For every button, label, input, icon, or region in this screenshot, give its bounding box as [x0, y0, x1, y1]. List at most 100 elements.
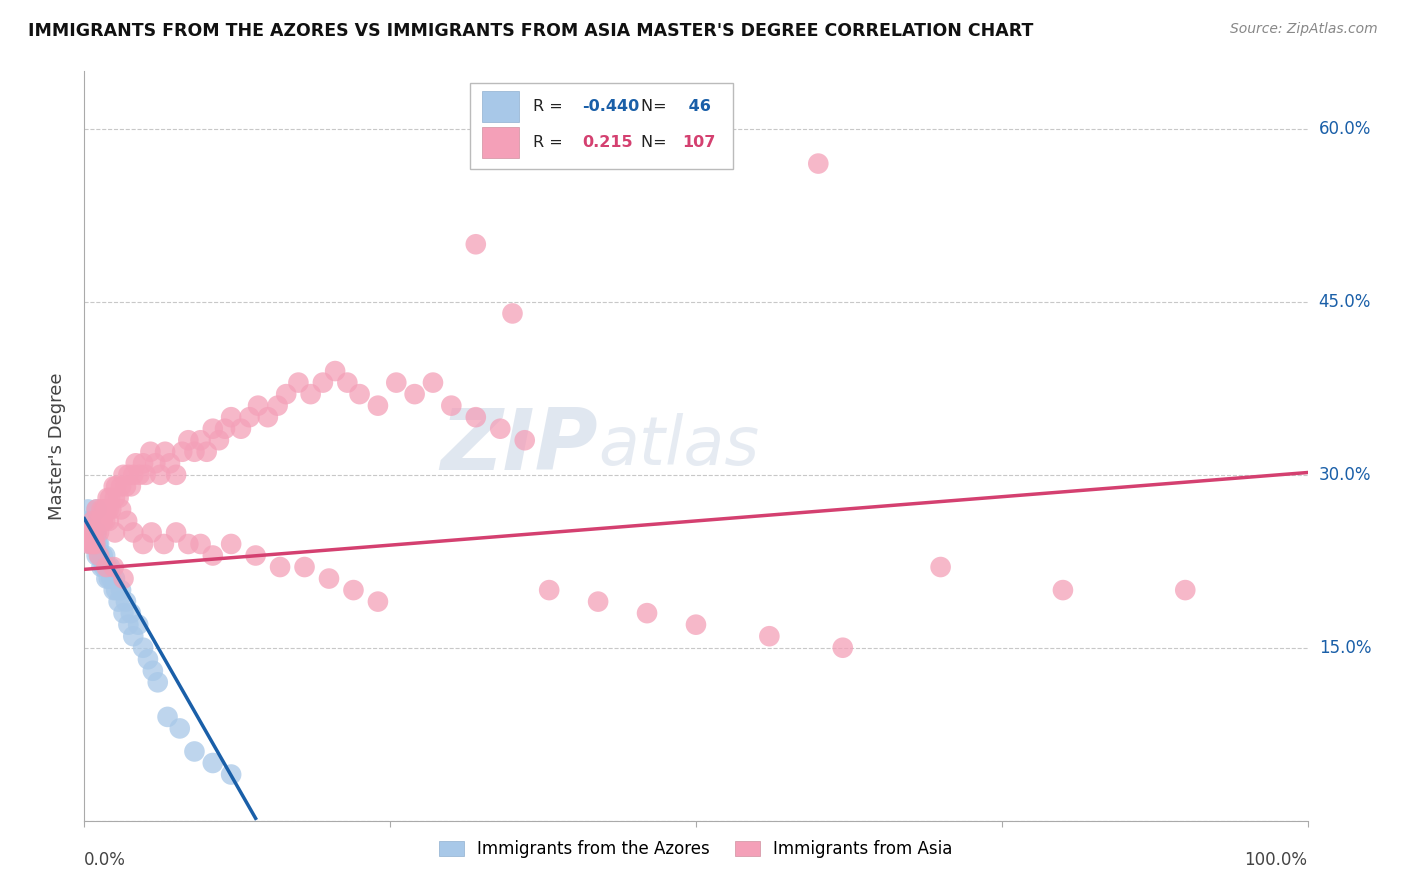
Text: N=: N=: [641, 99, 672, 114]
Point: [128, 467, 150, 482]
Point: [201, 549, 224, 563]
Point: [172, 444, 194, 458]
Text: -0.440: -0.440: [582, 99, 640, 114]
Point: [96, 572, 118, 586]
Point: [132, 640, 155, 655]
Point: [96, 560, 118, 574]
Point: [91, 514, 114, 528]
Point: [97, 491, 120, 505]
Point: [97, 560, 120, 574]
Point: [83, 537, 105, 551]
Point: [100, 572, 122, 586]
Point: [269, 560, 291, 574]
Point: [758, 629, 780, 643]
Point: [90, 502, 112, 516]
Point: [79, 514, 101, 528]
Point: [266, 399, 288, 413]
Point: [165, 467, 187, 482]
Point: [104, 491, 127, 505]
Point: [177, 537, 200, 551]
Point: [100, 502, 122, 516]
Point: [115, 594, 138, 608]
Text: 100.0%: 100.0%: [1244, 851, 1308, 869]
Point: [110, 479, 132, 493]
Point: [831, 640, 853, 655]
Point: [502, 306, 524, 320]
Point: [117, 617, 139, 632]
Text: N=: N=: [641, 135, 672, 150]
Point: [153, 444, 176, 458]
Point: [245, 549, 267, 563]
Point: [229, 422, 252, 436]
Point: [132, 456, 155, 470]
Text: R =: R =: [533, 99, 568, 114]
Point: [97, 572, 120, 586]
Point: [87, 514, 110, 528]
Point: [385, 376, 408, 390]
Text: atlas: atlas: [598, 413, 759, 479]
Text: 107: 107: [682, 135, 716, 150]
Point: [125, 456, 148, 470]
Point: [219, 410, 242, 425]
Point: [323, 364, 346, 378]
Point: [143, 456, 166, 470]
Point: [77, 537, 100, 551]
Point: [112, 606, 135, 620]
Point: [77, 502, 100, 516]
Point: [139, 444, 162, 458]
Point: [349, 387, 371, 401]
Point: [83, 525, 105, 540]
Point: [183, 444, 205, 458]
Text: 0.215: 0.215: [582, 135, 633, 150]
Point: [82, 514, 104, 528]
Point: [115, 479, 138, 493]
Point: [149, 467, 172, 482]
Point: [208, 434, 231, 448]
Text: IMMIGRANTS FROM THE AZORES VS IMMIGRANTS FROM ASIA MASTER'S DEGREE CORRELATION C: IMMIGRANTS FROM THE AZORES VS IMMIGRANTS…: [28, 22, 1033, 40]
Point: [287, 376, 309, 390]
Point: [1174, 583, 1197, 598]
Point: [87, 525, 110, 540]
Point: [87, 549, 110, 563]
Point: [91, 514, 114, 528]
Point: [586, 594, 609, 608]
Point: [336, 376, 359, 390]
Point: [107, 491, 129, 505]
Point: [103, 583, 125, 598]
Text: R =: R =: [533, 135, 568, 150]
Point: [183, 744, 205, 758]
Point: [98, 560, 121, 574]
Point: [135, 467, 157, 482]
Point: [104, 572, 127, 586]
Point: [97, 514, 120, 528]
Point: [84, 537, 107, 551]
Text: 45.0%: 45.0%: [1319, 293, 1371, 311]
Point: [84, 537, 107, 551]
Point: [103, 479, 125, 493]
Point: [367, 399, 389, 413]
Y-axis label: Master's Degree: Master's Degree: [48, 372, 66, 520]
Point: [276, 387, 298, 401]
Point: [122, 467, 145, 482]
Point: [87, 537, 110, 551]
Point: [79, 525, 101, 540]
Point: [105, 583, 128, 598]
Point: [83, 525, 105, 540]
Point: [156, 710, 179, 724]
Point: [367, 594, 389, 608]
Text: 0.0%: 0.0%: [84, 851, 127, 869]
Point: [98, 491, 121, 505]
Point: [247, 399, 270, 413]
Text: 15.0%: 15.0%: [1319, 639, 1371, 657]
Text: 30.0%: 30.0%: [1319, 466, 1371, 483]
Point: [105, 479, 128, 493]
Point: [201, 756, 224, 770]
Point: [190, 537, 212, 551]
Point: [422, 376, 444, 390]
Point: [107, 594, 129, 608]
FancyBboxPatch shape: [482, 127, 519, 158]
Point: [257, 410, 280, 425]
Point: [86, 525, 108, 540]
Text: 60.0%: 60.0%: [1319, 120, 1371, 138]
Point: [201, 422, 224, 436]
